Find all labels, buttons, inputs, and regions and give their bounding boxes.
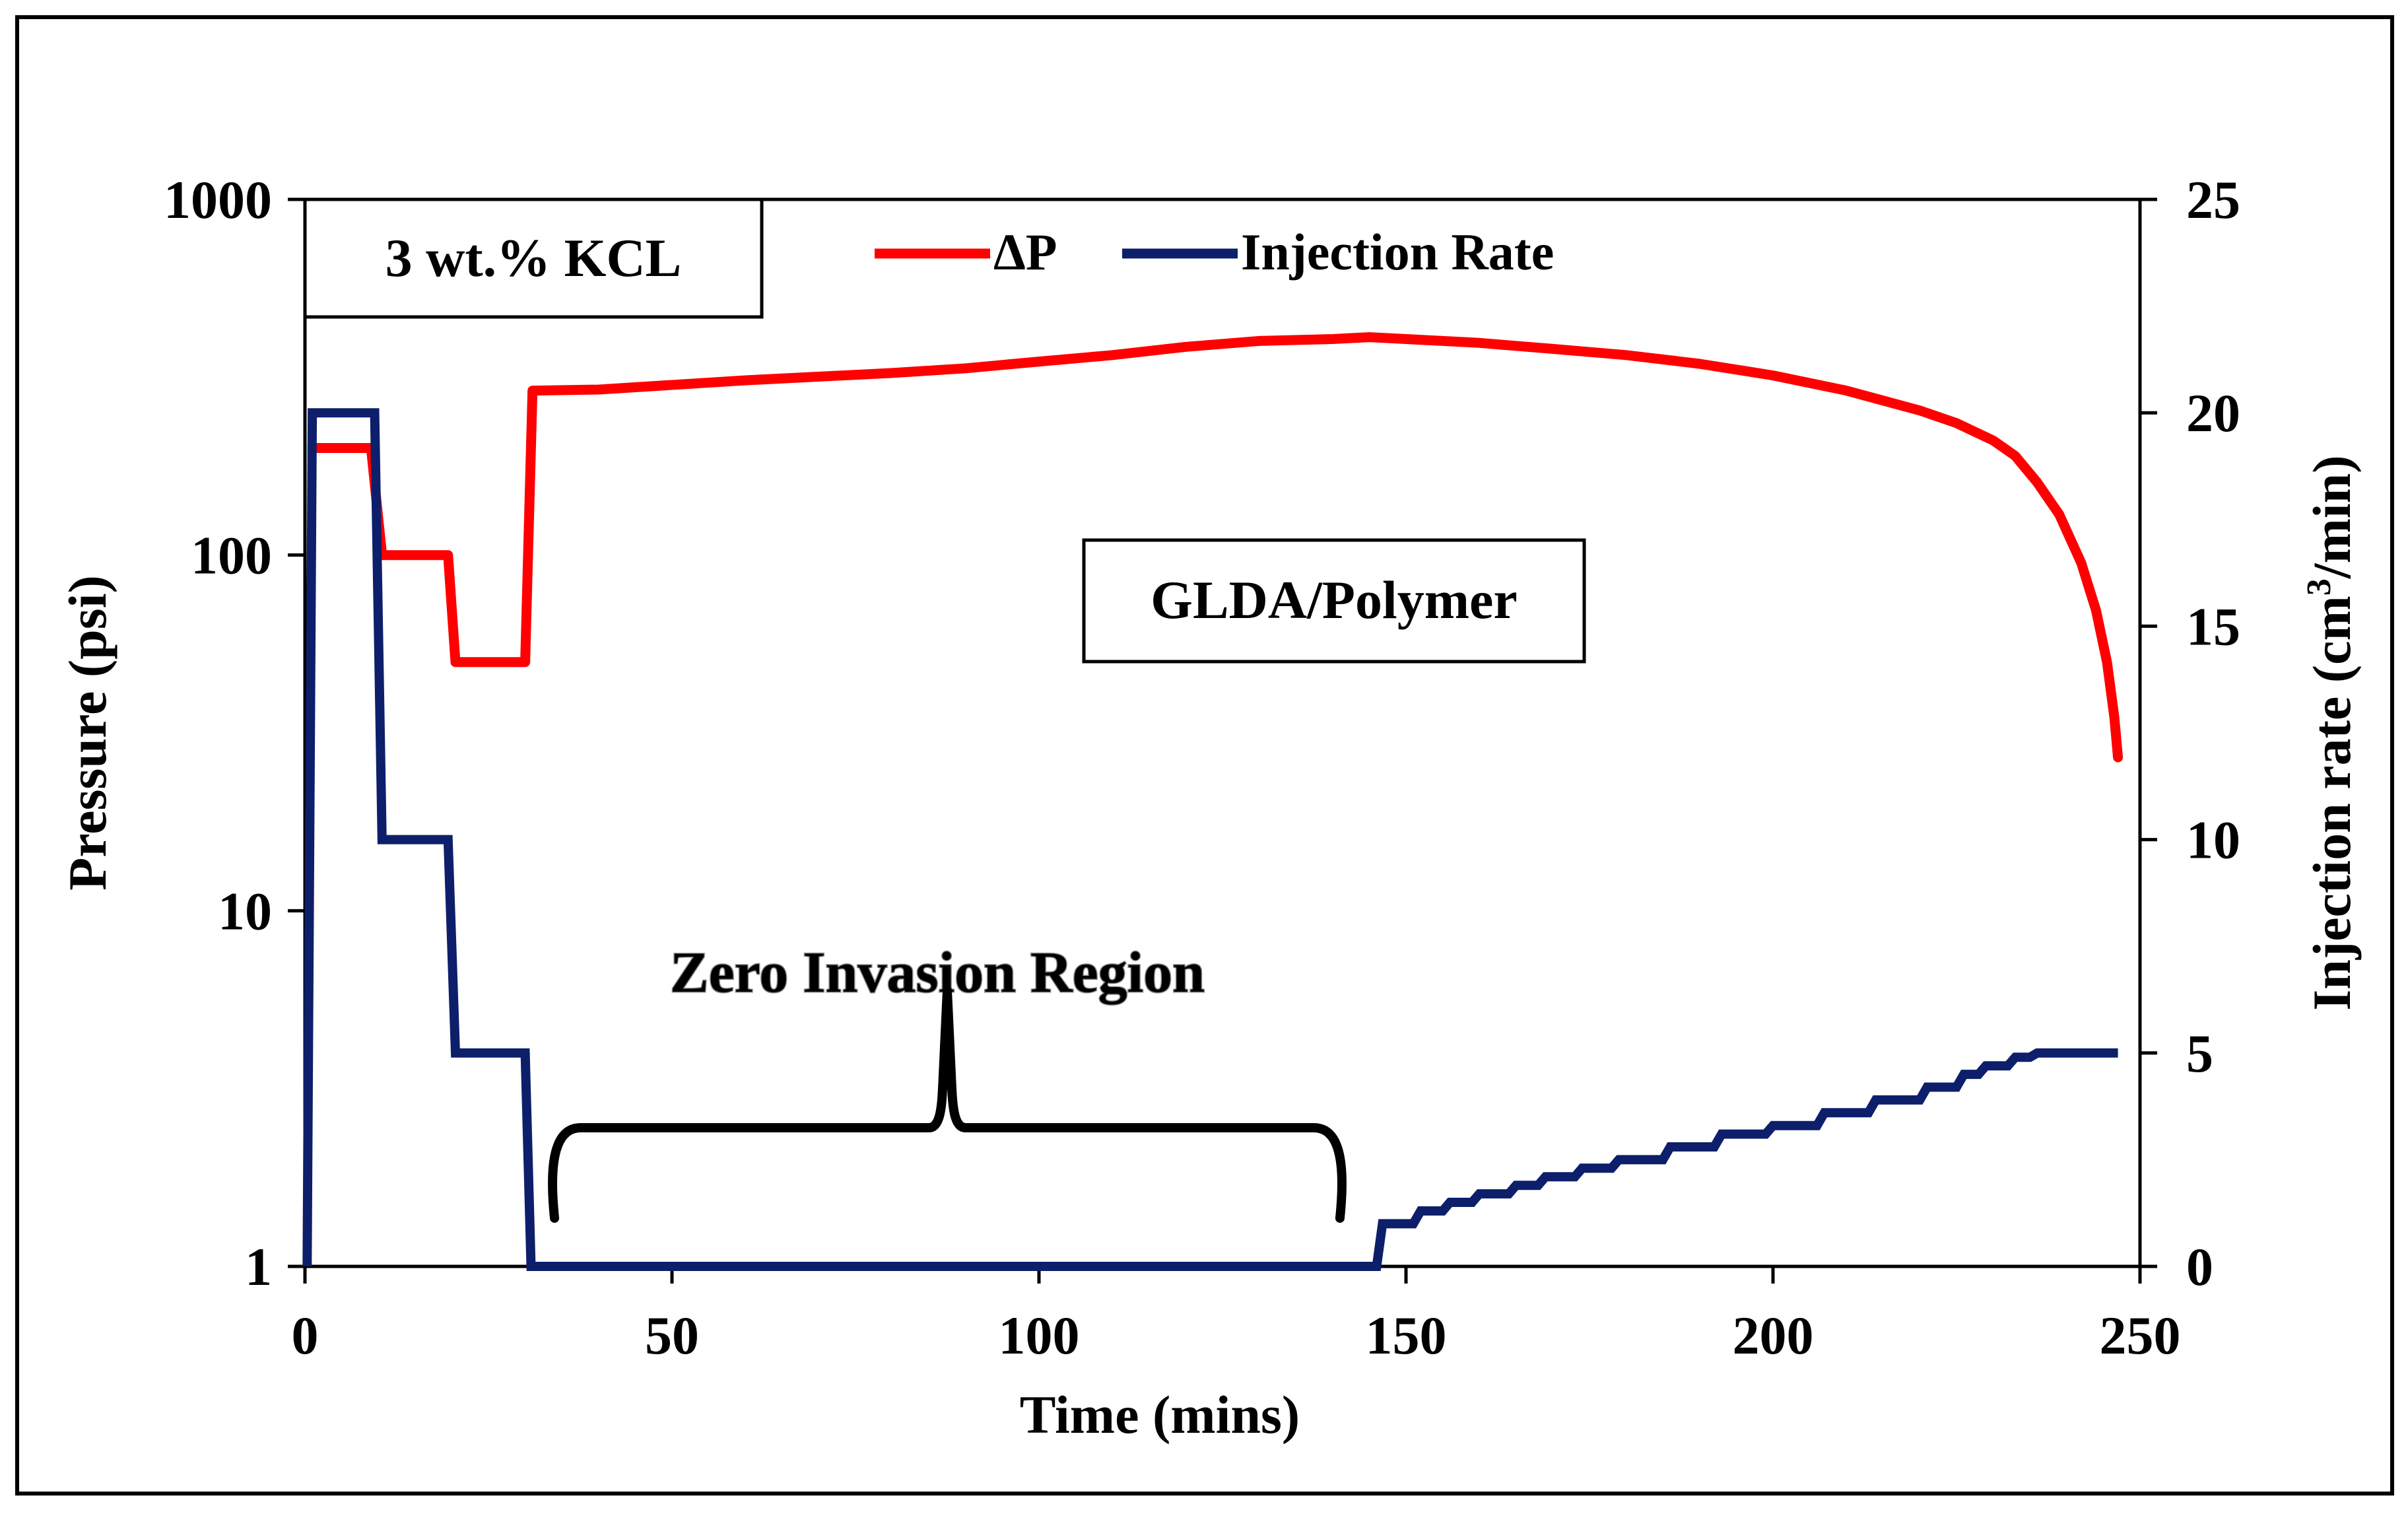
glda-label: GLDA/Polymer xyxy=(1151,570,1518,630)
x-tick-label: 0 xyxy=(292,1305,319,1365)
y-axis-right-title-sup: 3 xyxy=(2300,578,2338,596)
kcl-label: 3 wt.% KCL xyxy=(385,228,682,288)
legend-label-injection-rate: Injection Rate xyxy=(1241,223,1554,281)
x-tick-label: 50 xyxy=(645,1305,699,1365)
x-tick-label: 200 xyxy=(1733,1305,1814,1365)
x-tick-label: 250 xyxy=(2100,1305,2181,1365)
y-axis-left-title: Pressure (psi) xyxy=(57,575,117,891)
kcl-label-box xyxy=(303,197,764,319)
y-axis-right: 0 5 10 15 20 25 xyxy=(2140,170,2240,1297)
x-tick-label: 150 xyxy=(1366,1305,1447,1365)
y-axis-left: 1 10 100 1000 xyxy=(164,170,305,1297)
y-right-tick-label: 25 xyxy=(2186,170,2240,230)
plot-area xyxy=(303,197,2142,1268)
y-axis-right-title-main: Injection rate (cm xyxy=(2302,596,2362,1010)
y-right-tick-label: 20 xyxy=(2186,383,2240,443)
x-axis-title: Time (mins) xyxy=(1020,1385,1300,1445)
y-right-tick-label: 15 xyxy=(2186,596,2240,656)
x-tick-label: 100 xyxy=(999,1305,1080,1365)
y-left-tick-label: 1 xyxy=(245,1237,272,1297)
y-left-tick-label: 10 xyxy=(218,881,272,941)
zero-invasion-label: Zero Invasion Region xyxy=(670,941,1205,1005)
y-right-tick-label: 5 xyxy=(2186,1023,2213,1084)
legend: ΔP Injection Rate xyxy=(875,223,1554,281)
series-line-injection-rate xyxy=(302,408,2118,1271)
y-right-tick-label: 10 xyxy=(2186,810,2240,870)
y-axis-right-title: Injection rate (cm3/min) xyxy=(2300,455,2362,1010)
zero-invasion-brace xyxy=(548,986,1347,1223)
x-axis: 0 50 100 150 200 250 xyxy=(292,1266,2181,1365)
y-right-tick-label: 0 xyxy=(2186,1237,2213,1297)
chart-frame xyxy=(15,15,2394,1496)
series-line-dp xyxy=(307,332,2124,763)
y-left-tick-label: 1000 xyxy=(164,170,272,230)
legend-label-dp: ΔP xyxy=(993,223,1057,281)
y-left-tick-label: 100 xyxy=(191,526,272,586)
y-axis-right-title-end: /min) xyxy=(2302,455,2362,579)
glda-label-box xyxy=(1082,538,1586,664)
